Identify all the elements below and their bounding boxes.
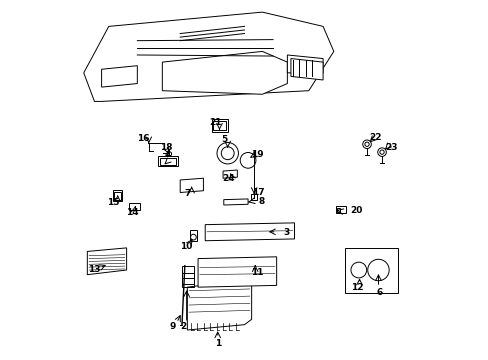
Bar [160, 158, 176, 165]
Circle shape [367, 259, 388, 281]
Text: 5: 5 [221, 135, 227, 144]
Text: 8: 8 [258, 197, 264, 206]
Text: 9: 9 [169, 322, 175, 331]
Polygon shape [224, 199, 247, 205]
Bar [182, 266, 194, 287]
Polygon shape [102, 66, 137, 87]
Bar [335, 206, 345, 213]
Polygon shape [290, 59, 323, 80]
Circle shape [364, 142, 368, 147]
Polygon shape [198, 257, 276, 287]
Polygon shape [205, 223, 294, 241]
Bar [211, 119, 227, 132]
Text: 15: 15 [106, 198, 119, 207]
Text: 10: 10 [180, 242, 192, 251]
Text: 7: 7 [184, 189, 191, 198]
Polygon shape [180, 178, 203, 193]
Circle shape [167, 152, 171, 156]
Bar [113, 190, 122, 202]
Text: 21: 21 [208, 118, 221, 127]
Polygon shape [223, 170, 237, 178]
Polygon shape [287, 55, 323, 73]
Text: 19: 19 [250, 150, 263, 159]
Text: 12: 12 [350, 283, 363, 292]
Text: 23: 23 [385, 143, 397, 152]
Text: 3: 3 [283, 228, 289, 237]
Bar [114, 192, 121, 200]
Text: 1: 1 [214, 339, 221, 348]
Polygon shape [344, 248, 397, 293]
Text: 13: 13 [88, 265, 101, 274]
Bar [129, 203, 140, 210]
Text: 2: 2 [180, 322, 186, 331]
Text: 20: 20 [349, 206, 362, 215]
Circle shape [350, 262, 366, 278]
Bar [158, 157, 177, 166]
Bar [190, 230, 196, 241]
Text: 22: 22 [369, 133, 382, 142]
Text: 18: 18 [160, 143, 172, 152]
Text: 4: 4 [164, 150, 170, 159]
Polygon shape [162, 51, 287, 94]
Text: 11: 11 [250, 268, 263, 277]
Text: 17: 17 [252, 188, 264, 197]
Circle shape [221, 147, 234, 159]
Text: 14: 14 [125, 208, 138, 217]
Bar [250, 194, 257, 200]
Polygon shape [187, 280, 251, 330]
Bar [213, 121, 225, 130]
Polygon shape [87, 248, 126, 275]
Circle shape [377, 148, 386, 157]
Text: 6: 6 [376, 288, 382, 297]
Circle shape [240, 153, 255, 168]
Circle shape [217, 143, 238, 164]
Polygon shape [83, 12, 333, 102]
Circle shape [379, 150, 384, 154]
Text: 24: 24 [222, 174, 234, 183]
Bar [336, 207, 340, 212]
Circle shape [190, 234, 196, 240]
Circle shape [362, 140, 370, 149]
Text: 16: 16 [137, 134, 150, 143]
